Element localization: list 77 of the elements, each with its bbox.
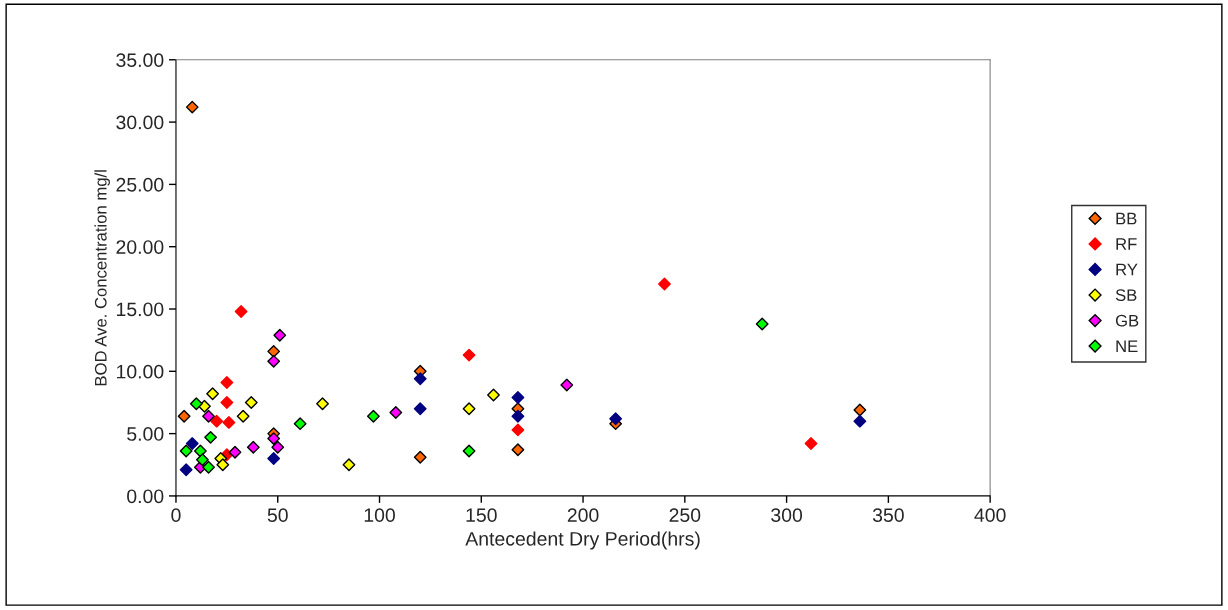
point [206, 387, 220, 401]
point [236, 409, 250, 423]
point [179, 444, 193, 458]
point [196, 453, 209, 467]
y-tick-label: 15.00 [117, 302, 164, 317]
y-tick-label: 0.00 [127, 489, 164, 504]
point [511, 409, 525, 423]
point [487, 388, 500, 402]
point [462, 348, 476, 362]
point [267, 432, 281, 446]
point [202, 460, 215, 474]
point [220, 376, 234, 389]
point [316, 397, 329, 411]
point [228, 445, 242, 459]
point [462, 444, 476, 458]
y-tick-label: 5.00 [127, 427, 164, 441]
x-tick-label: 200 [567, 508, 599, 523]
x-tick-label: 300 [771, 508, 803, 523]
point [216, 458, 230, 472]
point [609, 412, 623, 426]
point [271, 440, 285, 454]
x-tick-label: 400 [974, 508, 1006, 523]
point [210, 414, 224, 428]
legend-label: BB [1116, 212, 1137, 225]
x-tick-label: 0 [171, 508, 181, 523]
point [560, 378, 574, 392]
y-tick-label: 30.00 [116, 115, 164, 130]
point [511, 423, 525, 437]
point [267, 354, 281, 368]
point [198, 399, 211, 413]
x-tick-label: 350 [872, 508, 904, 523]
point [755, 317, 769, 331]
x-axis-title: Antecedent Dry Period(hrs) [465, 531, 700, 550]
legend-label: RY [1116, 263, 1138, 276]
y-tick-label: 20.00 [116, 240, 164, 254]
point [853, 403, 867, 417]
point [193, 444, 207, 458]
point [511, 391, 525, 404]
y-tick-label: 35.00 [116, 53, 164, 68]
x-tick-label: 50 [267, 508, 288, 523]
point [246, 440, 260, 454]
legend-label: SB [1115, 289, 1137, 302]
point [413, 450, 427, 464]
y-tick-label: 10.00 [117, 364, 164, 379]
point [202, 409, 215, 423]
point [179, 463, 193, 477]
point [273, 328, 287, 342]
point [413, 402, 427, 416]
legend-label: GB [1115, 314, 1139, 327]
point [177, 409, 191, 423]
point [222, 415, 236, 429]
point [853, 414, 867, 428]
point [366, 409, 380, 423]
point [658, 277, 671, 291]
point [185, 437, 199, 451]
x-tick-label: 150 [466, 508, 497, 523]
legend-label: NE [1116, 340, 1138, 352]
point [234, 305, 248, 318]
legend-label: RF [1116, 238, 1137, 250]
point [413, 372, 427, 386]
point [511, 443, 525, 457]
x-tick-label: 250 [669, 508, 701, 523]
y-tick-label: 25.00 [116, 177, 164, 192]
point [293, 417, 307, 431]
point [204, 430, 217, 444]
point [244, 396, 258, 409]
y-axis-title: BOD Ave. Concentration mg/l [94, 170, 110, 386]
point [389, 406, 403, 419]
point [267, 452, 281, 465]
point [267, 344, 281, 358]
point [342, 458, 356, 472]
point [189, 397, 203, 411]
point [804, 437, 818, 451]
point [220, 396, 234, 409]
point [462, 402, 476, 416]
point [185, 100, 199, 114]
x-tick-label: 100 [364, 508, 395, 523]
